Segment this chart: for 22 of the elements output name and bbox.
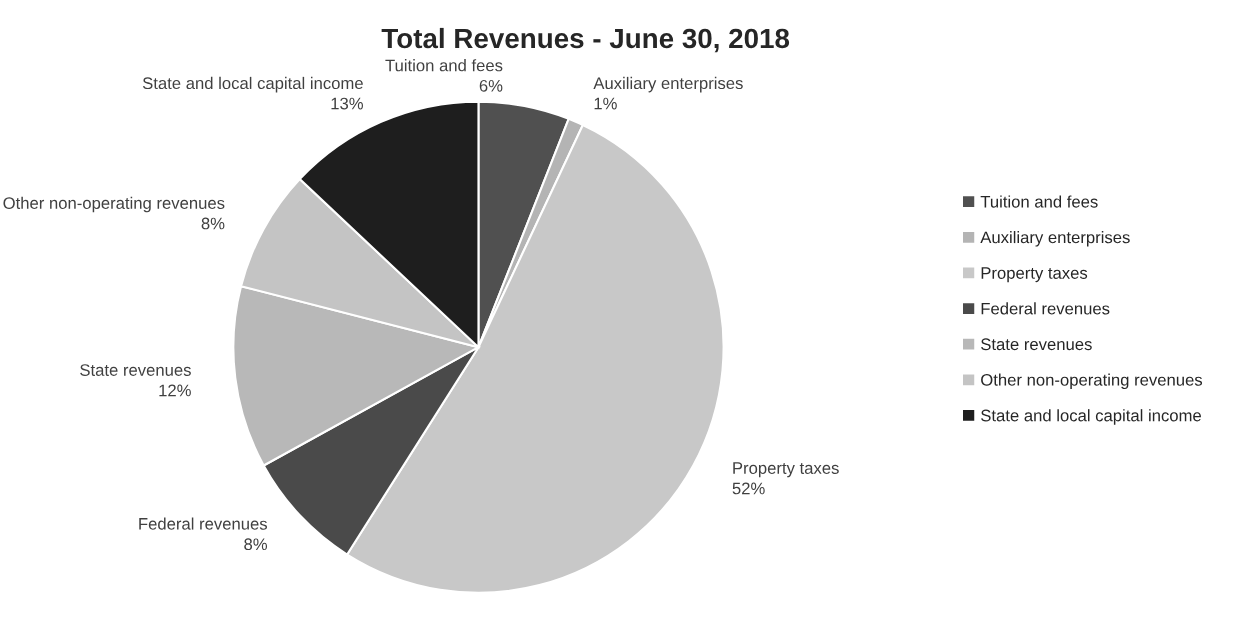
data-label: 8% [201,217,225,230]
slice-label: Tuition and fees [385,59,503,72]
data-label: 8% [244,538,268,551]
slice-label: Auxiliary enterprises [593,76,743,93]
data-label: 13% [331,97,363,110]
slice-label: State revenues [80,364,191,376]
data-label: 6% [479,79,503,92]
legend-label: Property taxes [981,267,1088,283]
legend-label: Other non-operating revenues [981,373,1203,390]
data-label: 52% [732,482,765,495]
data-label: 12% [159,384,191,397]
legend-label: Federal revenues [981,302,1110,315]
slice-label: Property taxes [733,462,839,478]
legend-label: State revenues [981,338,1092,351]
legend-label: State and local capital income [981,409,1201,425]
data-label: 1% [594,97,617,110]
slice-label: Other non-operating revenues [3,196,225,213]
legend-label: Auxiliary enterprises [980,231,1130,247]
slice-label: Federal revenues [139,517,268,530]
slice-label: State and local capital income [142,76,363,93]
chart-title: Total Revenues - June 30, 2018 [381,27,790,53]
legend-label: Tuition and fees [980,195,1098,208]
